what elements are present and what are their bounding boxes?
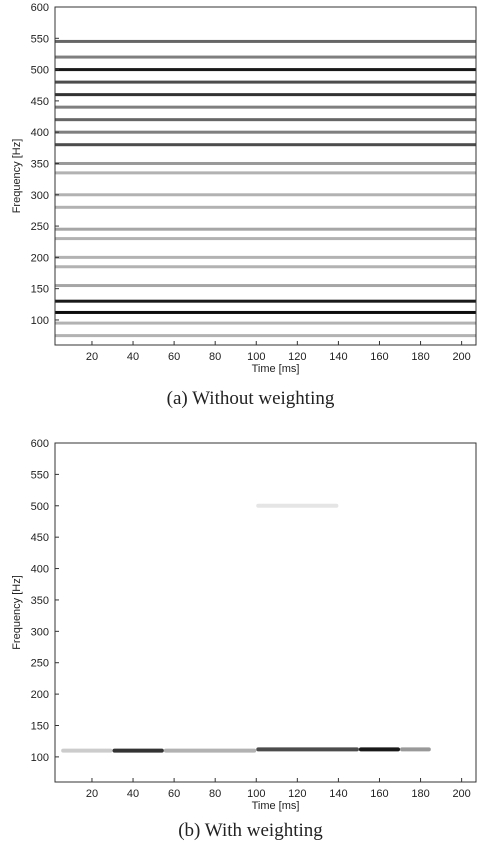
spectral-band	[55, 161, 476, 165]
y-axis-label: Frequency [Hz]	[11, 139, 23, 214]
y-tick-label: 200	[31, 689, 49, 701]
spectral-segment	[163, 748, 257, 753]
spectral-band	[55, 299, 476, 303]
spectral-band	[55, 80, 476, 84]
x-tick-label: 140	[329, 788, 347, 800]
spectral-band	[55, 284, 476, 288]
plot-frame	[54, 442, 477, 783]
y-tick-label: 450	[31, 532, 49, 544]
y-tick-label: 350	[31, 595, 49, 607]
x-tick-label: 100	[247, 788, 265, 800]
spectral-segment	[61, 748, 113, 753]
spectral-segment	[400, 747, 431, 752]
spectral-band	[55, 93, 476, 97]
x-tick-label: 160	[370, 351, 388, 363]
y-tick-label: 550	[31, 469, 49, 481]
spectral-band	[55, 205, 476, 209]
x-tick-label: 80	[209, 351, 221, 363]
spectral-band	[55, 310, 476, 314]
y-tick-label: 200	[31, 252, 49, 264]
y-tick-label: 600	[31, 438, 49, 450]
spectral-band	[55, 105, 476, 109]
y-tick-label: 100	[31, 315, 49, 327]
spectral-band	[55, 130, 476, 134]
y-tick-label: 350	[31, 158, 49, 170]
x-tick-label: 40	[127, 351, 139, 363]
x-tick-label: 200	[452, 351, 470, 363]
caption: (b) With weighting	[178, 820, 323, 841]
y-tick-label: 150	[31, 721, 49, 733]
spectral-band	[55, 68, 476, 72]
y-tick-label: 300	[31, 626, 49, 638]
spectral-segment	[256, 503, 339, 508]
spectral-segment	[358, 747, 401, 752]
x-tick-label: 80	[209, 788, 221, 800]
caption: (a) Without weighting	[167, 388, 335, 409]
x-tick-label: 60	[168, 351, 180, 363]
spectral-segment	[112, 748, 164, 753]
x-tick-label: 180	[411, 788, 429, 800]
spectral-band	[55, 143, 476, 147]
spectral-band	[55, 39, 476, 43]
spectral-band	[55, 321, 476, 325]
y-axis-label: Frequency [Hz]	[11, 575, 23, 650]
spectral-band	[55, 193, 476, 197]
y-tick-label: 400	[31, 564, 49, 576]
spectral-band	[55, 171, 476, 175]
spectral-band	[55, 227, 476, 231]
y-tick-label: 150	[31, 284, 49, 296]
x-tick-label: 20	[86, 351, 98, 363]
x-tick-label: 120	[288, 788, 306, 800]
y-tick-label: 250	[31, 658, 49, 670]
y-tick-label: 250	[31, 221, 49, 233]
spectral-band	[55, 255, 476, 259]
x-tick-label: 40	[127, 788, 139, 800]
x-tick-label: 160	[370, 788, 388, 800]
plot-frame	[54, 6, 477, 346]
y-tick-label: 300	[31, 190, 49, 202]
y-tick-label: 550	[31, 33, 49, 45]
spectral-segment	[256, 747, 359, 752]
x-tick-label: 60	[168, 788, 180, 800]
y-tick-label: 400	[31, 127, 49, 139]
spectral-band	[55, 118, 476, 122]
x-axis-label: Time [ms]	[252, 800, 300, 812]
y-tick-label: 450	[31, 96, 49, 108]
spectral-band	[55, 55, 476, 59]
spectral-band	[55, 237, 476, 241]
x-tick-label: 100	[247, 351, 265, 363]
x-tick-label: 120	[288, 351, 306, 363]
spectral-band	[55, 334, 476, 338]
x-tick-label: 20	[86, 788, 98, 800]
y-tick-label: 100	[31, 752, 49, 764]
y-tick-label: 600	[31, 2, 49, 14]
x-tick-label: 180	[411, 351, 429, 363]
y-tick-label: 500	[31, 65, 49, 77]
y-tick-label: 500	[31, 501, 49, 513]
x-tick-label: 200	[452, 788, 470, 800]
x-axis-label: Time [ms]	[252, 363, 300, 375]
x-tick-label: 140	[329, 351, 347, 363]
spectral-band	[55, 265, 476, 269]
